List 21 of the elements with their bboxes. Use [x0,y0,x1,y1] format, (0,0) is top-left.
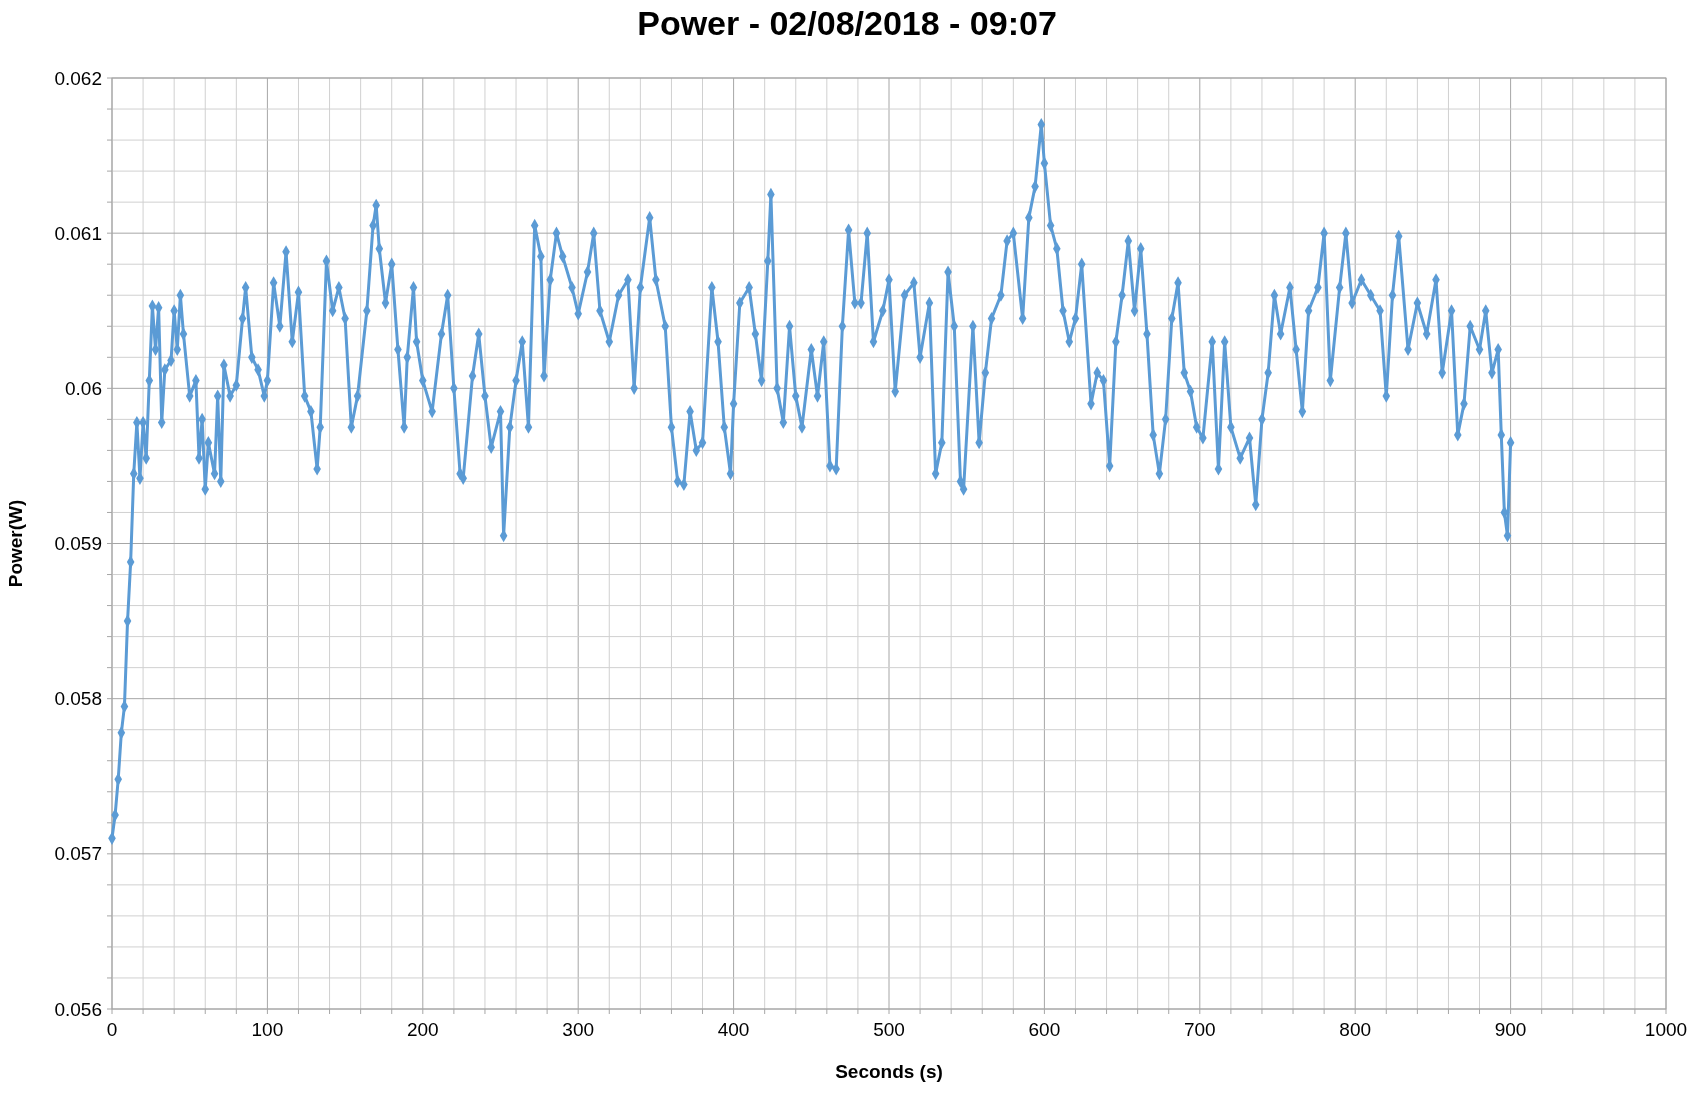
y-tick-label: 0.061 [54,222,102,244]
x-tick-label: 100 [251,1019,284,1040]
y-tick-label: 0.058 [54,688,102,710]
y-tick-label: 0.056 [54,998,102,1020]
x-tick-label: 1000 [1644,1019,1688,1040]
x-tick-label: 400 [717,1019,750,1040]
x-tick-label: 900 [1494,1019,1527,1040]
y-tick-label: 0.06 [65,377,102,399]
x-tick-label: 0 [106,1019,118,1040]
x-tick-label: 300 [562,1019,595,1040]
y-tick-label: 0.059 [54,533,102,555]
y-axis-title: Power(W) [5,499,26,588]
y-tick-label: 0.057 [54,843,102,865]
x-tick-label: 800 [1339,1019,1372,1040]
y-tick-label: 0.062 [54,67,102,89]
chart-title: Power - 02/08/2018 - 09:07 [637,4,1057,42]
x-tick-label: 700 [1183,1019,1216,1040]
x-tick-label: 500 [873,1019,905,1040]
x-axis-title: Seconds (s) [835,1061,943,1082]
x-tick-label: 600 [1028,1019,1061,1040]
x-tick-label: 200 [406,1019,439,1040]
